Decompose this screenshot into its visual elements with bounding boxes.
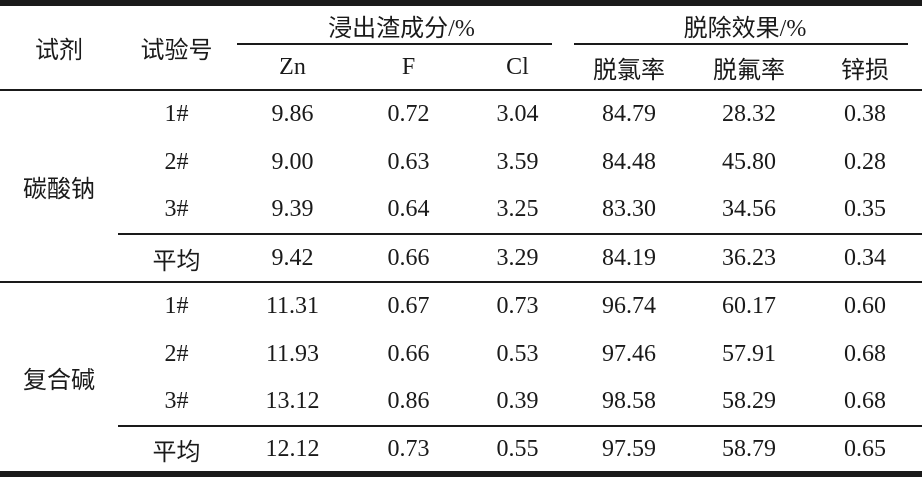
value-cell: 3.59 [496, 148, 539, 175]
value-cell: 0.38 [844, 101, 886, 127]
value-cell: 97.59 [568, 425, 690, 474]
value-cell: 58.79 [690, 425, 808, 474]
value-cell: 84.79 [602, 101, 656, 127]
header-zn: Zn [235, 45, 350, 91]
value-cell: 0.65 [808, 425, 922, 474]
value-cell: 0.66 [387, 340, 430, 367]
test-number-cell: 3# [164, 388, 189, 414]
value-cell: 0.86 [387, 388, 430, 414]
value-cell: 9.00 [271, 148, 314, 175]
header-leach-residue-composition: 浸出渣成分/% [235, 3, 568, 45]
value-cell: 11.31 [265, 293, 320, 319]
value-cell: 36.23 [690, 233, 808, 283]
header-cl: Cl [467, 45, 568, 91]
header-row-sub: Zn F Cl 脱氯率 脱氟率 锌损 [0, 45, 922, 91]
average-row: 平均 9.42 0.66 3.29 84.19 36.23 0.34 [0, 233, 922, 283]
value-cell: 9.86 [271, 101, 314, 127]
value-cell: 0.34 [808, 233, 922, 283]
value-cell: 9.39 [271, 196, 314, 222]
value-cell: 0.73 [350, 425, 467, 474]
table-row: 2# 9.00 0.63 3.59 84.48 45.80 0.28 [0, 138, 922, 186]
value-cell: 84.48 [602, 148, 656, 175]
average-row: 平均 12.12 0.73 0.55 97.59 58.79 0.65 [0, 425, 922, 474]
header-zinc-loss: 锌损 [808, 45, 922, 91]
value-cell: 3.29 [467, 233, 568, 283]
table-row: 3# 9.39 0.64 3.25 83.30 34.56 0.35 [0, 186, 922, 234]
value-cell: 0.35 [844, 196, 886, 222]
table-row: 复合碱 1# 11.31 0.67 0.73 96.74 60.17 0.60 [0, 282, 922, 394]
reagent-label-composite-alkali: 复合碱 [23, 367, 95, 394]
value-cell: 0.68 [844, 388, 886, 414]
header-reagent: 试剂 [0, 3, 118, 91]
header-test-number: 试验号 [118, 3, 235, 91]
value-cell: 0.39 [496, 388, 539, 414]
header-dechlorination-rate: 脱氯率 [568, 45, 690, 91]
test-number-cell: 1# [164, 293, 189, 319]
value-cell: 0.60 [844, 293, 886, 319]
test-number-cell: 2# [164, 148, 189, 175]
value-cell: 0.64 [387, 196, 430, 222]
value-cell: 13.12 [265, 388, 320, 414]
value-cell: 0.73 [496, 293, 539, 319]
header-defluorination-rate: 脱氟率 [690, 45, 808, 91]
table-row: 碳酸钠 1# 9.86 0.72 3.04 84.79 28.32 0.38 [0, 90, 922, 283]
value-cell: 3.25 [496, 196, 539, 222]
value-cell: 83.30 [602, 196, 656, 222]
value-cell: 3.04 [496, 101, 539, 127]
value-cell: 34.56 [722, 196, 776, 222]
test-number-cell: 3# [164, 196, 189, 222]
value-cell: 57.91 [722, 340, 776, 367]
average-label: 平均 [118, 233, 235, 283]
value-cell: 96.74 [602, 293, 656, 319]
value-cell: 28.32 [722, 101, 776, 127]
header-row-groups: 试剂 试验号 浸出渣成分/% 脱除效果/% [0, 3, 922, 91]
value-cell: 60.17 [722, 293, 776, 319]
value-cell: 0.55 [467, 425, 568, 474]
value-cell: 58.29 [722, 388, 776, 414]
value-cell: 45.80 [722, 148, 776, 175]
header-removal-effect: 脱除效果/% [568, 3, 922, 45]
value-cell: 0.68 [844, 340, 886, 367]
test-number-cell: 1# [164, 101, 189, 127]
value-cell: 0.67 [387, 293, 430, 319]
value-cell: 84.19 [568, 233, 690, 283]
value-cell: 0.63 [387, 148, 430, 175]
value-cell: 12.12 [235, 425, 350, 474]
test-number-cell: 2# [164, 340, 189, 367]
value-cell: 0.72 [387, 101, 430, 127]
value-cell: 0.53 [496, 340, 539, 367]
value-cell: 0.66 [350, 233, 467, 283]
value-cell: 0.28 [844, 148, 886, 175]
average-label: 平均 [118, 425, 235, 474]
table-row: 2# 11.93 0.66 0.53 97.46 57.91 0.68 [0, 330, 922, 378]
value-cell: 98.58 [602, 388, 656, 414]
value-cell: 97.46 [602, 340, 656, 367]
reagent-label-sodium-carbonate: 碳酸钠 [0, 90, 118, 283]
value-cell: 9.42 [235, 233, 350, 283]
header-f: F [350, 45, 467, 91]
value-cell: 11.93 [265, 340, 320, 367]
table-row: 3# 13.12 0.86 0.39 98.58 58.29 0.68 [0, 378, 922, 426]
